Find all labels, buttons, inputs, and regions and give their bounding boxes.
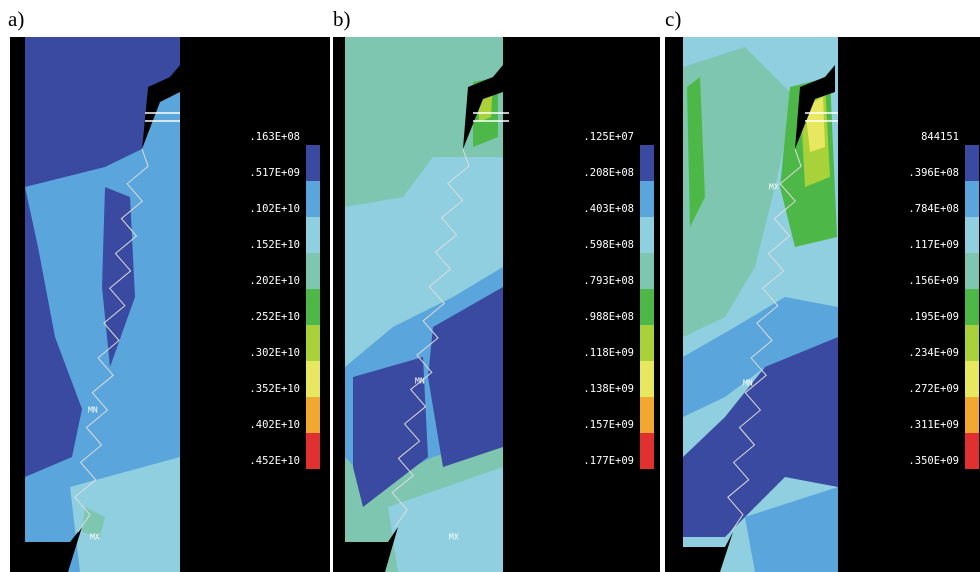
panel-a: .163E+08 .517E+09 .102E+10 .152E+10 .202E+10…	[10, 37, 330, 572]
color-bar-segment	[306, 253, 320, 289]
legend-label: .152E+10	[249, 239, 300, 251]
color-bar-segment	[640, 433, 654, 469]
legend-label: .195E+09	[908, 311, 959, 323]
legend-label: .517E+09	[249, 167, 300, 179]
contour	[683, 297, 838, 417]
color-bar-segment	[640, 289, 654, 325]
legend-label: .302E+10	[249, 347, 300, 359]
color-bar-segment	[965, 217, 979, 253]
legend-label: .117E+09	[908, 239, 959, 251]
marker-label: MX	[769, 183, 779, 192]
color-bar-segment	[965, 361, 979, 397]
notch	[683, 532, 733, 572]
contour	[687, 77, 705, 227]
contour	[70, 457, 180, 572]
legend-label: .402E+10	[249, 419, 300, 431]
notch	[345, 527, 398, 572]
color-bar-segment	[965, 397, 979, 433]
color-bar-segment	[640, 253, 654, 289]
color-bar-segment	[306, 145, 320, 181]
marker-label: MX	[449, 533, 459, 542]
contour	[388, 467, 503, 572]
legend-label: .396E+08	[908, 167, 959, 179]
legend-label: .272E+09	[908, 383, 959, 395]
contour	[745, 487, 838, 572]
legend-label: .234E+09	[908, 347, 959, 359]
contour	[683, 47, 795, 337]
thread	[727, 148, 802, 533]
legend-label: .177E+09	[583, 455, 634, 467]
color-bar-segment	[965, 145, 979, 181]
marker-label: MN	[88, 406, 98, 415]
contour	[345, 157, 503, 367]
color-bar-segment	[640, 217, 654, 253]
contour	[25, 187, 82, 477]
color-bar-segment	[306, 361, 320, 397]
panel-label: c)	[665, 7, 681, 31]
crevice	[795, 65, 835, 149]
marker-label: MN	[415, 377, 425, 386]
legend-label: .350E+09	[908, 455, 959, 467]
legend-label: .598E+08	[583, 239, 634, 251]
contour	[353, 357, 428, 507]
color-bar-segment	[965, 181, 979, 217]
legend-label: .163E+08	[249, 131, 300, 143]
legend-label: .156E+09	[908, 275, 959, 287]
color-bar-segment	[640, 361, 654, 397]
contour	[82, 507, 105, 537]
color-bar-segment	[306, 181, 320, 217]
crevice	[463, 65, 503, 149]
panel-label: a)	[8, 7, 24, 31]
color-bar-segment	[306, 397, 320, 433]
legend-label: .138E+09	[583, 383, 634, 395]
crevice	[142, 65, 180, 149]
color-bar-segment	[306, 217, 320, 253]
marker-label: MN	[743, 379, 753, 388]
legend-label: .118E+09	[583, 347, 634, 359]
thread	[391, 148, 470, 528]
color-bar-segment	[306, 325, 320, 361]
legend-label: .784E+08	[908, 203, 959, 215]
marker-label: MX	[90, 533, 100, 542]
legend-label: .452E+10	[249, 455, 300, 467]
contour	[428, 287, 503, 467]
color-bar-segment	[640, 145, 654, 181]
legend-label: .311E+09	[908, 419, 959, 431]
legend-label: .252E+10	[249, 311, 300, 323]
legend-label: 844151	[921, 131, 959, 143]
contour	[25, 37, 180, 187]
legend-label: .125E+07	[583, 131, 634, 143]
legend-label: .988E+08	[583, 311, 634, 323]
legend-label: .403E+08	[583, 203, 634, 215]
color-bar-segment	[965, 325, 979, 361]
contour	[683, 337, 838, 537]
legend-label: .208E+08	[583, 167, 634, 179]
contour	[102, 187, 135, 367]
color-bar-segment	[640, 325, 654, 361]
thread	[74, 148, 149, 533]
panel-c: 844151 .396E+08 .784E+08 .117E+09 .156E+09 .1…	[665, 37, 980, 572]
notch	[25, 527, 82, 572]
color-bar-segment	[640, 397, 654, 433]
color-bar-segment	[640, 181, 654, 217]
panel-b: .125E+07 .208E+08 .403E+08 .598E+08 .793E+08…	[333, 37, 660, 572]
color-bar-segment	[306, 433, 320, 469]
legend-label: .352E+10	[249, 383, 300, 395]
color-bar-segment	[965, 253, 979, 289]
legend-label: .102E+10	[249, 203, 300, 215]
color-bar-segment	[965, 289, 979, 325]
color-bar-segment	[965, 433, 979, 469]
panel-label: b)	[333, 7, 351, 31]
legend-label: .202E+10	[249, 275, 300, 287]
color-bar-segment	[306, 289, 320, 325]
legend-label: .793E+08	[583, 275, 634, 287]
legend-label: .157E+09	[583, 419, 634, 431]
